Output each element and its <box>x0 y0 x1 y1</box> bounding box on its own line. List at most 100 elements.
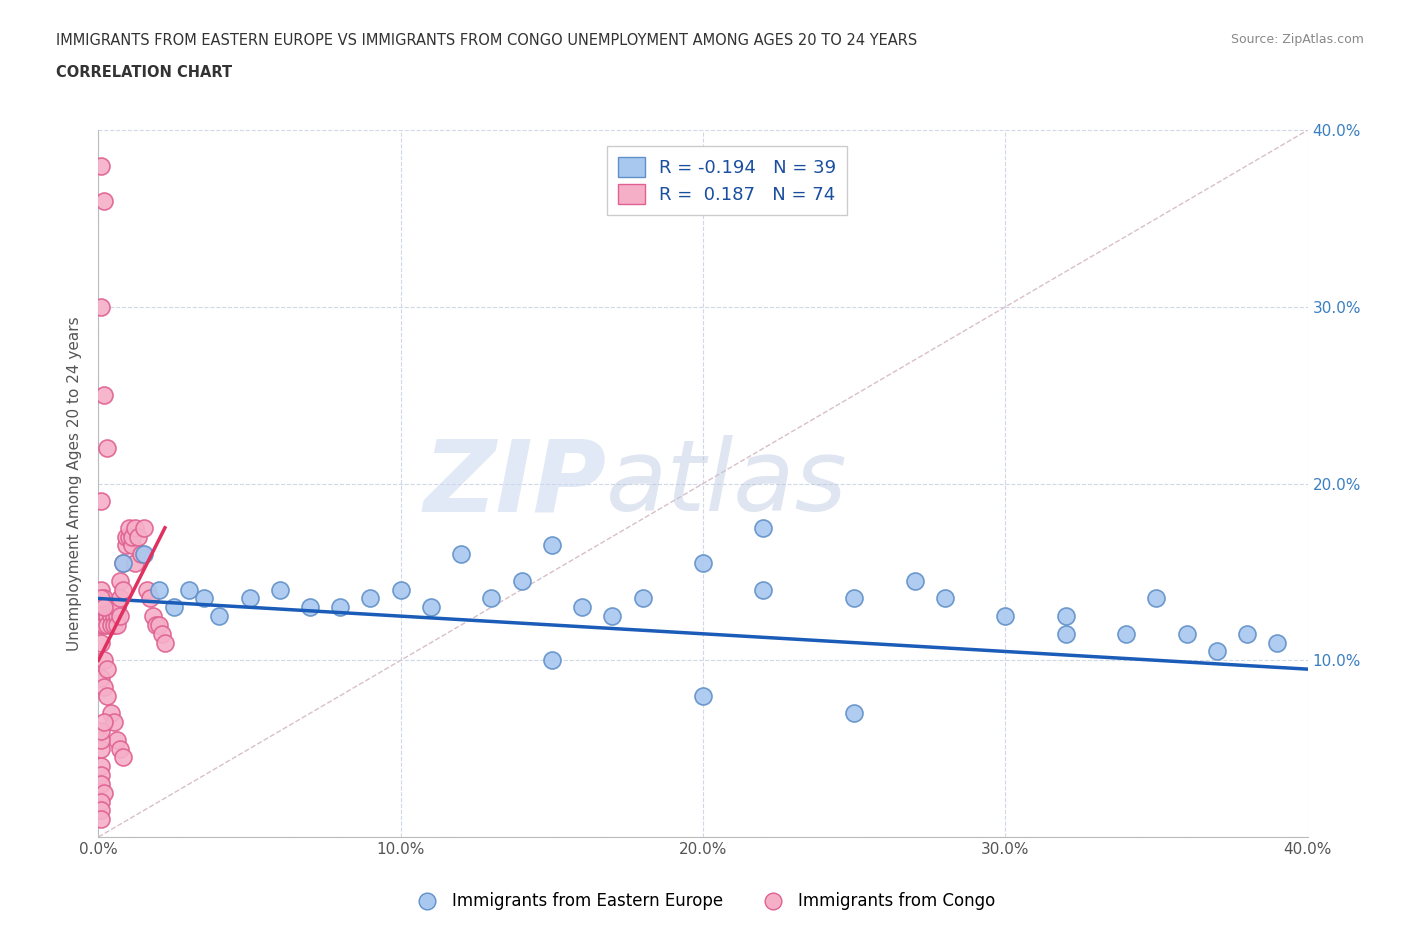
Point <box>90 804 112 818</box>
Point <box>93 600 115 615</box>
Point <box>90 618 112 632</box>
Point <box>124 521 146 536</box>
Point <box>100 618 122 632</box>
Point <box>90 299 112 314</box>
Point <box>118 529 141 544</box>
Point <box>90 794 112 809</box>
Point <box>105 609 128 624</box>
Point <box>360 591 382 606</box>
Point <box>93 714 115 729</box>
Point <box>239 591 262 606</box>
Point <box>118 521 141 536</box>
Legend: R = -0.194   N = 39, R =  0.187   N = 74: R = -0.194 N = 39, R = 0.187 N = 74 <box>607 146 848 215</box>
Point <box>571 600 593 615</box>
Point <box>450 547 472 562</box>
Legend: Immigrants from Eastern Europe, Immigrants from Congo: Immigrants from Eastern Europe, Immigran… <box>404 885 1002 917</box>
Y-axis label: Unemployment Among Ages 20 to 24 years: Unemployment Among Ages 20 to 24 years <box>67 316 83 651</box>
Point <box>90 741 112 756</box>
Point <box>139 591 162 606</box>
Point <box>100 600 122 615</box>
Point <box>132 521 155 536</box>
Point <box>93 591 115 606</box>
Point <box>108 741 131 756</box>
Point <box>150 627 173 642</box>
Point <box>90 759 112 774</box>
Text: Source: ZipAtlas.com: Source: ZipAtlas.com <box>1230 33 1364 46</box>
Point <box>1267 635 1289 650</box>
Point <box>90 768 112 783</box>
Point <box>153 635 176 650</box>
Point <box>93 618 115 632</box>
Point <box>111 556 134 571</box>
Point <box>420 600 443 615</box>
Point <box>481 591 503 606</box>
Point <box>269 582 291 597</box>
Point <box>114 538 136 552</box>
Point <box>132 547 155 562</box>
Point <box>121 529 143 544</box>
Point <box>103 618 125 632</box>
Point <box>193 591 215 606</box>
Point <box>148 582 170 597</box>
Point <box>129 547 152 562</box>
Point <box>111 750 134 764</box>
Point <box>96 609 118 624</box>
Point <box>145 618 167 632</box>
Point <box>127 529 149 544</box>
Point <box>90 671 112 685</box>
Point <box>692 688 714 703</box>
Point <box>103 714 125 729</box>
Point <box>114 529 136 544</box>
Point <box>510 573 533 589</box>
Point <box>96 662 118 677</box>
Point <box>105 618 128 632</box>
Point <box>1144 591 1167 606</box>
Point <box>108 609 131 624</box>
Point <box>163 600 186 615</box>
Point <box>100 706 122 721</box>
Text: atlas: atlas <box>606 435 848 532</box>
Point <box>111 582 134 597</box>
Point <box>93 679 115 694</box>
Point <box>108 573 131 589</box>
Point <box>389 582 412 597</box>
Point <box>934 591 956 606</box>
Point <box>96 600 118 615</box>
Point <box>90 158 112 173</box>
Point <box>96 618 118 632</box>
Point <box>93 609 115 624</box>
Text: ZIP: ZIP <box>423 435 606 532</box>
Point <box>111 556 134 571</box>
Point <box>96 688 118 703</box>
Point <box>1236 627 1258 642</box>
Point <box>844 706 866 721</box>
Point <box>844 591 866 606</box>
Point <box>148 618 170 632</box>
Point <box>142 609 165 624</box>
Point <box>90 494 112 509</box>
Point <box>93 193 115 208</box>
Text: IMMIGRANTS FROM EASTERN EUROPE VS IMMIGRANTS FROM CONGO UNEMPLOYMENT AMONG AGES : IMMIGRANTS FROM EASTERN EUROPE VS IMMIGR… <box>56 33 918 47</box>
Point <box>135 582 157 597</box>
Point <box>90 635 112 650</box>
Point <box>93 785 115 800</box>
Point <box>90 733 112 748</box>
Point <box>994 609 1017 624</box>
Point <box>208 609 231 624</box>
Point <box>108 591 131 606</box>
Point <box>105 733 128 748</box>
Point <box>124 556 146 571</box>
Point <box>631 591 654 606</box>
Point <box>90 724 112 738</box>
Point <box>540 538 562 552</box>
Point <box>90 600 112 615</box>
Point <box>105 600 128 615</box>
Point <box>103 600 125 615</box>
Point <box>1054 609 1077 624</box>
Point <box>752 521 775 536</box>
Point <box>96 441 118 456</box>
Point <box>90 812 112 827</box>
Point <box>90 600 112 615</box>
Point <box>299 600 322 615</box>
Point <box>1175 627 1198 642</box>
